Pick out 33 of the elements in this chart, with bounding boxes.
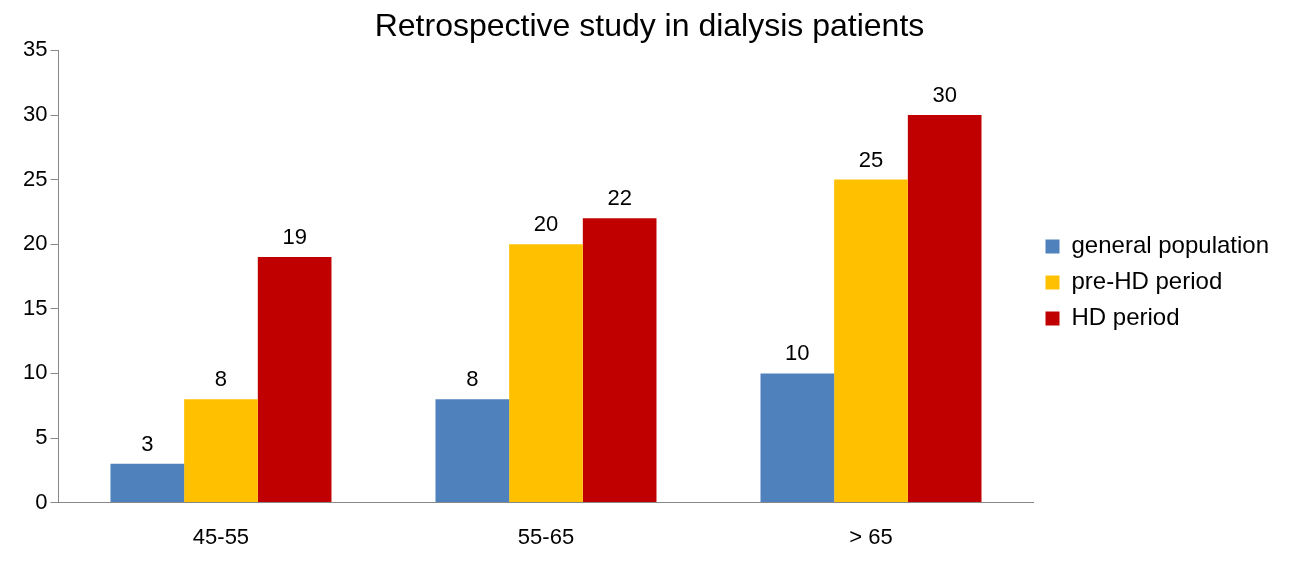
bar: [110, 463, 185, 503]
data-label: 25: [858, 146, 884, 172]
bar: [760, 373, 835, 503]
data-label: 22: [607, 185, 632, 211]
y-tick-label: 0: [35, 488, 48, 514]
bar: [257, 257, 332, 503]
x-tick-label: 55-65: [517, 523, 575, 549]
y-tick-label: 35: [22, 36, 48, 62]
x-tick-label: 45-55: [192, 523, 250, 549]
data-label: 30: [932, 82, 957, 108]
y-tick-label: 25: [22, 165, 48, 191]
y-tick-label: 15: [22, 294, 48, 320]
bar: [907, 115, 982, 503]
y-tick-label: 30: [22, 101, 48, 127]
x-tick-label: > 65: [849, 523, 893, 549]
y-tick-label: 10: [22, 359, 48, 385]
bar: [184, 399, 258, 503]
legend-label: HD period: [1071, 303, 1180, 331]
chart-title: Retrospective study in dialysis patients: [374, 7, 925, 44]
data-label: 19: [282, 224, 307, 250]
y-tick-label: 5: [35, 424, 48, 450]
bar: [509, 244, 583, 503]
data-label: 8: [214, 366, 228, 392]
data-label: 20: [533, 211, 559, 237]
bar: [834, 179, 908, 503]
data-label: 3: [141, 430, 154, 456]
legend-label: general population: [1071, 231, 1269, 259]
data-label: 8: [466, 366, 479, 392]
bar: [582, 218, 657, 503]
legend-label: pre-HD period: [1071, 267, 1223, 295]
data-label: 10: [785, 340, 810, 366]
bar: [435, 399, 510, 503]
y-tick-label: 20: [22, 230, 48, 256]
